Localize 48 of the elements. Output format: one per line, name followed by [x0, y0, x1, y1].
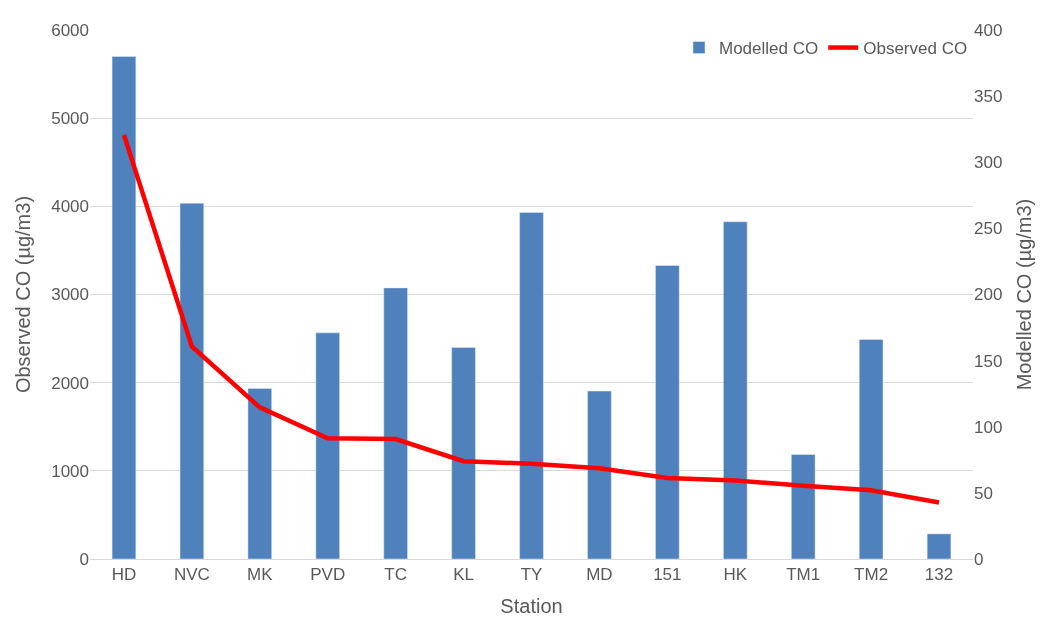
bar [383, 287, 408, 559]
y-axis-title: Observed CO (µg/m3) [11, 195, 34, 394]
y2-tick-label: 200 [974, 285, 1003, 305]
y-tick-label: 6000 [51, 20, 89, 40]
bar [587, 390, 612, 559]
x-tick-label: TM2 [854, 565, 889, 585]
y-tick-label: 5000 [51, 109, 89, 129]
x-tick-label: HD [111, 565, 137, 585]
legend-label: Observed CO [863, 39, 968, 59]
x-tick-label: 132 [924, 565, 954, 585]
bar [111, 56, 137, 559]
line-series [121, 132, 942, 505]
y2-tick-label: 300 [974, 153, 1003, 173]
y2-axis-title: Modelled CO (µg/m3) [1012, 198, 1035, 391]
y-tick-label: 4000 [51, 197, 89, 217]
bar [655, 265, 680, 559]
y2-tick-label: 350 [974, 87, 1003, 107]
y2-tick-label: 400 [974, 20, 1003, 40]
x-tick-label: TY [520, 565, 543, 585]
x-tick-label: TM1 [786, 565, 821, 585]
y2-tick-label: 50 [974, 483, 993, 503]
bar [791, 454, 816, 559]
y2-tick-label: 100 [974, 417, 1003, 437]
y-tick-label: 1000 [51, 461, 89, 481]
legend-label: Modelled CO [719, 39, 819, 59]
y2-tick-label: 150 [974, 351, 1003, 371]
x-tick-label: NVC [173, 565, 210, 585]
y-tick-label: 3000 [51, 285, 89, 305]
x-tick-label: 151 [653, 565, 682, 585]
bar [519, 212, 544, 559]
bar [451, 347, 476, 559]
x-tick-label: MD [586, 565, 613, 585]
bar [179, 203, 205, 559]
bar [315, 332, 340, 559]
x-axis-title: Station [500, 594, 563, 617]
x-tick-label: HK [723, 565, 748, 585]
y-tick-label: 2000 [51, 373, 89, 393]
bar [858, 339, 884, 559]
y2-tick-label: 250 [974, 219, 1003, 239]
x-tick-label: KL [453, 565, 474, 585]
x-tick-label: TC [384, 565, 407, 585]
x-tick-label: MK [247, 565, 274, 585]
x-tick-label: PVD [310, 565, 346, 585]
bar [247, 388, 272, 559]
bar [723, 221, 748, 559]
y2-tick-label: 0 [974, 549, 984, 569]
y-tick-label: 0 [79, 549, 89, 569]
bar [926, 533, 952, 559]
